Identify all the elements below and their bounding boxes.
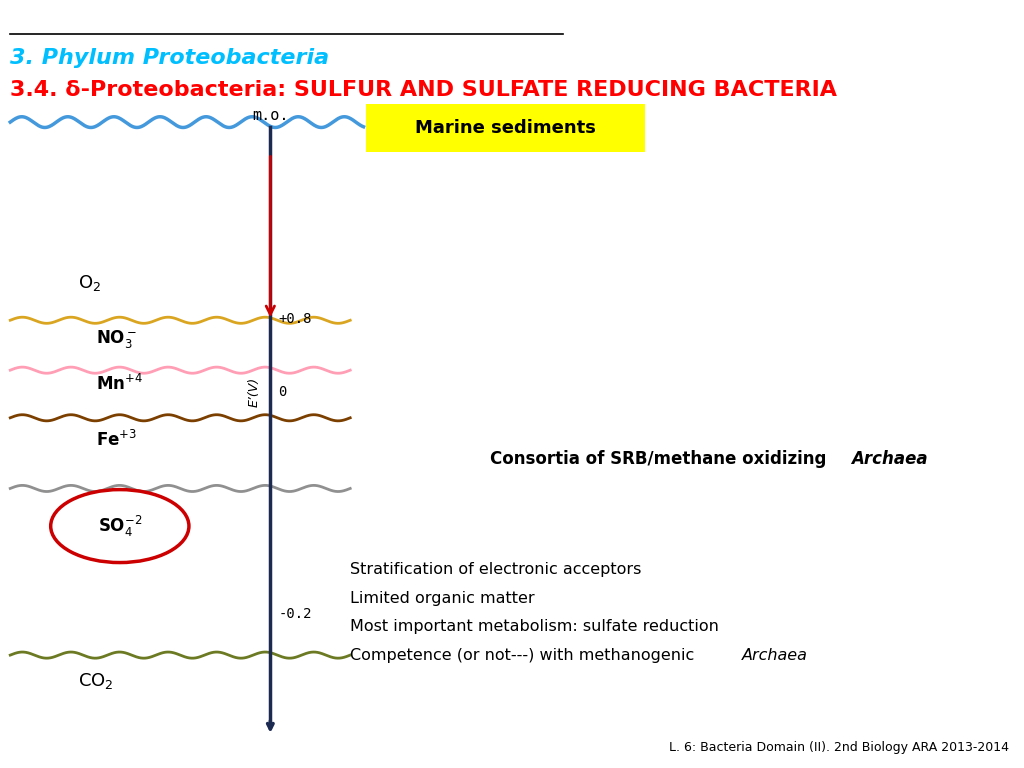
Text: Marine sediments: Marine sediments: [415, 119, 596, 137]
Text: SO$_4^{-2}$: SO$_4^{-2}$: [97, 514, 142, 538]
Text: E’(V): E’(V): [248, 376, 260, 407]
Text: 0: 0: [279, 385, 287, 399]
Text: Archaea: Archaea: [741, 647, 807, 663]
Text: Consortia of SRB/methane oxidizing: Consortia of SRB/methane oxidizing: [490, 450, 833, 468]
Text: O$_2$: O$_2$: [78, 273, 101, 293]
Text: Most important metabolism: sulfate reduction: Most important metabolism: sulfate reduc…: [350, 619, 719, 634]
Text: Mn$^{+4}$: Mn$^{+4}$: [96, 374, 143, 394]
Text: m.o.: m.o.: [252, 108, 289, 123]
Text: -0.2: -0.2: [279, 607, 312, 621]
Text: Fe$^{+3}$: Fe$^{+3}$: [96, 430, 137, 450]
Text: 3.4. δ-Proteobacteria: SULFUR AND SULFATE REDUCING BACTERIA: 3.4. δ-Proteobacteria: SULFUR AND SULFAT…: [10, 80, 838, 100]
Text: Limited organic matter: Limited organic matter: [350, 591, 535, 606]
Text: Archaea: Archaea: [851, 450, 928, 468]
Text: Stratification of electronic acceptors: Stratification of electronic acceptors: [350, 561, 642, 577]
Text: Competence (or not---) with methanogenic: Competence (or not---) with methanogenic: [350, 647, 699, 663]
Text: 3. Phylum Proteobacteria: 3. Phylum Proteobacteria: [10, 48, 330, 68]
Text: +0.8: +0.8: [279, 312, 312, 326]
FancyBboxPatch shape: [366, 104, 645, 152]
Text: NO$_3^-$: NO$_3^-$: [96, 329, 137, 350]
Text: CO$_2$: CO$_2$: [78, 671, 114, 691]
Text: L. 6: Bacteria Domain (II). 2nd Biology ARA 2013-2014: L. 6: Bacteria Domain (II). 2nd Biology …: [669, 741, 1009, 754]
